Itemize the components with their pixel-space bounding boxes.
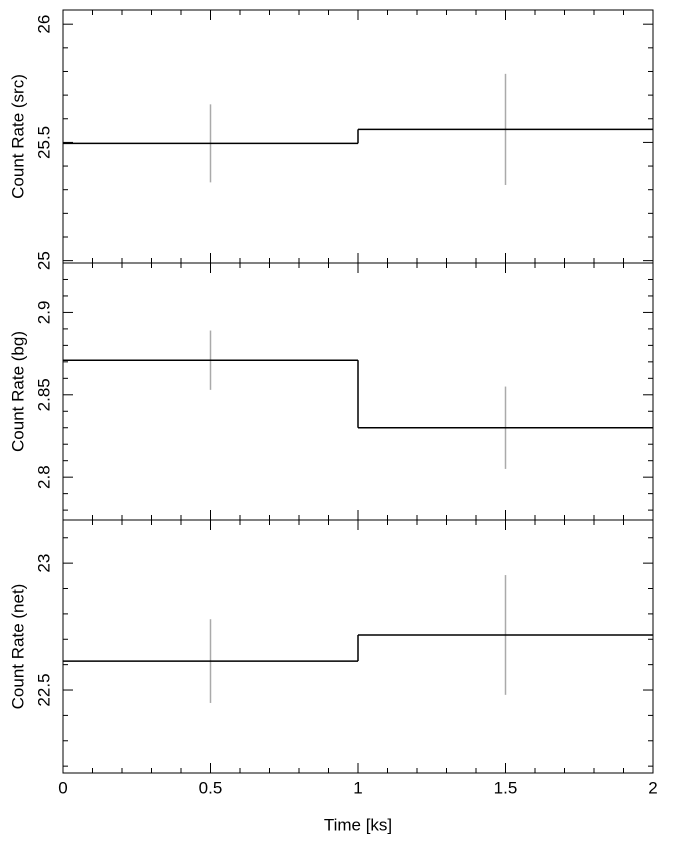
y-tick-label: 25.5 (34, 126, 53, 159)
y-axis-label: Count Rate (bg) (8, 331, 27, 452)
y-axis-label: Count Rate (net) (8, 584, 27, 710)
x-tick-label: 0.5 (199, 778, 223, 797)
y-tick-label: 2.9 (34, 301, 53, 325)
y-tick-label: 26 (34, 15, 53, 34)
y-axis-label: Count Rate (src) (8, 74, 27, 199)
x-tick-label: 2 (648, 778, 657, 797)
x-tick-label: 1 (353, 778, 362, 797)
x-axis-label: Time [ks] (324, 815, 392, 834)
y-tick-label: 2.85 (34, 378, 53, 411)
x-tick-label: 1.5 (494, 778, 518, 797)
y-tick-label: 2.8 (34, 465, 53, 489)
y-tick-label: 23 (34, 554, 53, 573)
y-tick-label: 25 (34, 251, 53, 270)
y-tick-label: 22.5 (34, 673, 53, 706)
x-tick-label: 0 (58, 778, 67, 797)
